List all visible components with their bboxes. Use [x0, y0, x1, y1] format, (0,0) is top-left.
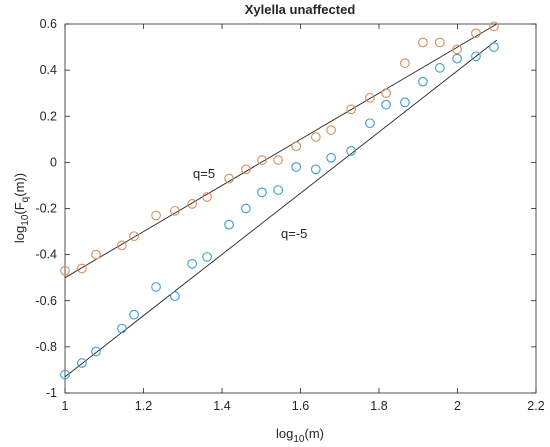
- marker: [60, 265, 70, 276]
- y-tick-label: -1: [46, 386, 57, 400]
- y-label-sub: q: [20, 197, 31, 203]
- marker: [170, 205, 180, 216]
- marker: [310, 164, 321, 175]
- marker: [434, 62, 445, 73]
- marker: [187, 259, 198, 269]
- y-label-part: (F: [12, 202, 27, 214]
- marker: [91, 249, 101, 260]
- x-label-sub: 10: [293, 434, 305, 445]
- y-tick-label: -0.4: [35, 248, 57, 262]
- marker: [326, 152, 336, 163]
- y-axis-label: log10(Fq(m)): [12, 173, 31, 243]
- marker: [365, 92, 375, 103]
- marker: [273, 185, 283, 195]
- marker: [471, 28, 481, 39]
- marker: [489, 42, 499, 52]
- x-tick-label: 2: [454, 399, 461, 413]
- marker: [151, 282, 161, 292]
- marker: [326, 125, 336, 135]
- marker: [224, 173, 234, 184]
- marker: [77, 263, 87, 274]
- y-label-part: log: [12, 226, 27, 243]
- x-tick-label: 1.2: [135, 399, 152, 413]
- fit-line: [64, 23, 497, 279]
- marker: [241, 203, 251, 214]
- marker: [381, 99, 391, 110]
- x-tick-label: 2.2: [527, 399, 544, 413]
- marker: [434, 37, 445, 48]
- marker: [117, 323, 127, 334]
- x-tick-label: 1.4: [213, 399, 230, 413]
- marker: [310, 132, 321, 142]
- marker: [418, 37, 428, 48]
- marker: [151, 210, 161, 221]
- marker: [346, 145, 356, 156]
- x-axis-label: log10(m): [276, 426, 324, 445]
- marker: [224, 219, 234, 230]
- marker: [291, 141, 302, 152]
- marker: [346, 104, 356, 115]
- marker: [452, 44, 462, 55]
- marker: [273, 155, 283, 165]
- marker: [202, 252, 212, 262]
- marker: [129, 309, 139, 320]
- y-label-part: (m)): [12, 173, 27, 197]
- marker: [170, 291, 180, 301]
- y-tick-label: 0.2: [40, 109, 57, 123]
- marker: [471, 51, 481, 62]
- marker: [489, 21, 499, 32]
- annotation: q=-5: [281, 226, 307, 241]
- marker: [91, 346, 101, 357]
- fit-line: [64, 39, 498, 378]
- marker: [241, 164, 251, 175]
- x-tick-label: 1: [62, 399, 69, 413]
- x-tick-label: 1.8: [370, 399, 387, 413]
- y-tick-label: 0.6: [40, 17, 57, 31]
- y-tick-label: 0.4: [40, 63, 57, 77]
- marker: [129, 231, 139, 242]
- marker: [257, 187, 267, 198]
- marker: [77, 358, 87, 368]
- marker: [400, 97, 410, 108]
- marker: [418, 76, 428, 87]
- marker: [117, 240, 127, 251]
- chart-title: Xylella unaffected: [245, 2, 356, 17]
- marker: [452, 53, 462, 64]
- x-label-part: log: [276, 426, 293, 441]
- y-tick-label: -0.8: [35, 340, 57, 354]
- annotation: q=5: [193, 166, 215, 181]
- y-tick-label: -0.6: [35, 294, 57, 308]
- marker: [400, 58, 410, 69]
- y-tick-label: 0: [50, 155, 57, 169]
- marker: [365, 118, 375, 129]
- y-label-sub: 10: [20, 214, 31, 226]
- marker: [291, 162, 302, 172]
- y-tick-label: -0.2: [35, 202, 57, 216]
- x-label-part: (m): [304, 426, 324, 441]
- marker: [60, 369, 70, 380]
- marker: [381, 88, 391, 99]
- marker: [187, 199, 198, 209]
- marker: [257, 155, 267, 165]
- marker: [202, 192, 212, 202]
- x-tick-label: 1.6: [292, 399, 309, 413]
